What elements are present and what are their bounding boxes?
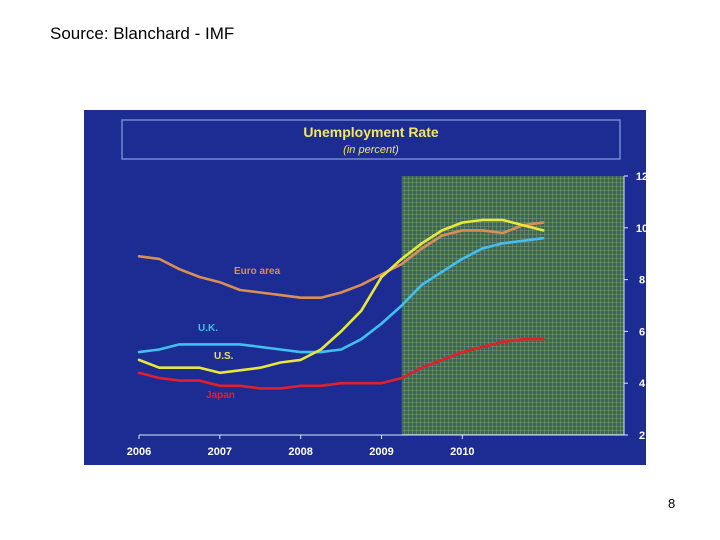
title-box: [121, 119, 621, 160]
series-label-u-s: U.S.: [214, 351, 234, 362]
x-tick-label: 2006: [127, 446, 151, 458]
x-tick-label: 2009: [369, 446, 393, 458]
unemployment-chart: Unemployment Rate (in percent) 2006 2007 2…: [121, 119, 648, 458]
series-line-u-s: [137, 218, 545, 375]
page-number: 8: [668, 496, 676, 511]
chart-panel: Unemployment Rate (in percent) 2006 2007 2…: [84, 110, 648, 465]
y-tick-label: 6: [639, 326, 645, 338]
source-caption: Source: Blanchard - IMF: [50, 24, 235, 43]
x-tick-label: 2007: [208, 446, 232, 458]
x-tick-label: 2010: [450, 446, 474, 458]
chart-title: Unemployment Rate: [303, 124, 439, 140]
series-label-japan: Japan: [206, 390, 235, 401]
y-tick-label: 8: [639, 275, 645, 287]
series-line-japan: [137, 337, 545, 390]
series-line-u-k: [137, 236, 545, 354]
y-tick-label: 12: [636, 171, 646, 183]
x-tick-label: 2008: [288, 446, 312, 458]
y-tick-label: 2: [639, 430, 645, 442]
series-line-euro-area: [137, 221, 545, 299]
series-label-u-k: U.K.: [198, 323, 218, 334]
series-label-euro-area: Euro area: [234, 266, 281, 277]
chart-subtitle: (in percent): [343, 144, 399, 156]
y-tick-label: 4: [639, 378, 646, 390]
forecast-region: [401, 176, 624, 435]
y-tick-label: 10: [636, 223, 646, 235]
